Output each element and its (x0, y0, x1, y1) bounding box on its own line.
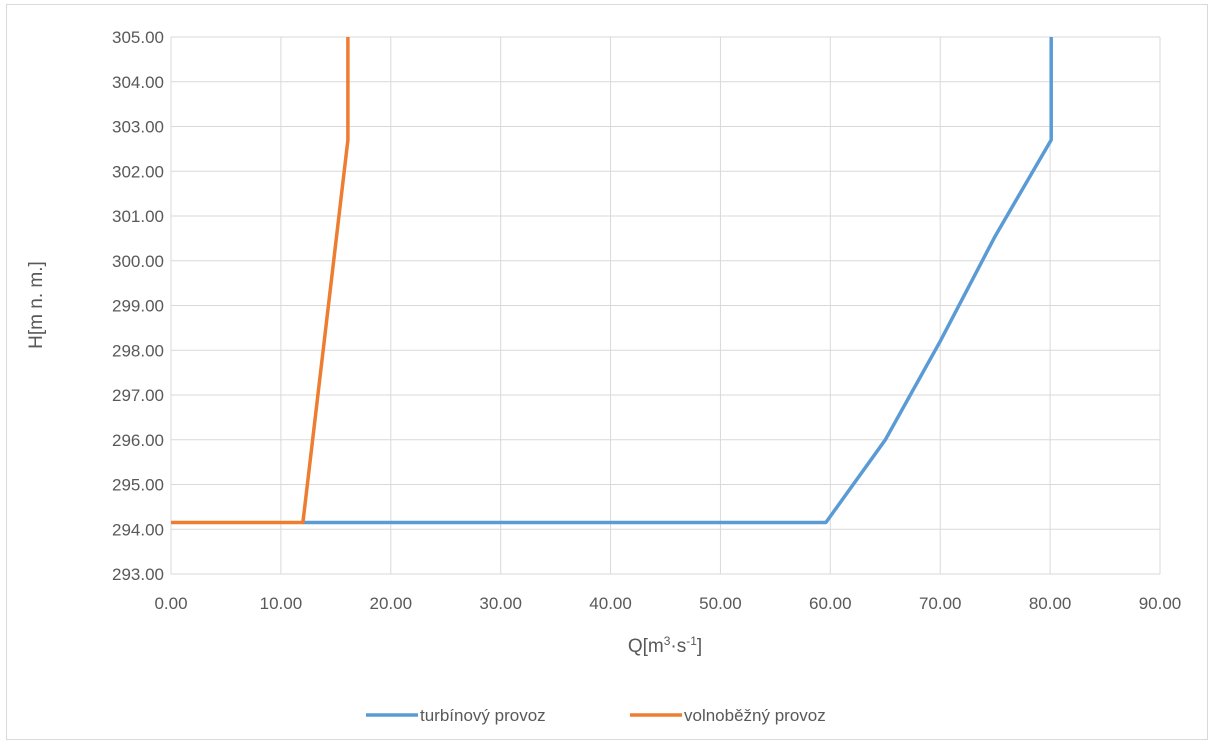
x-tick-label: 40.00 (589, 594, 632, 613)
y-tick-label: 302.00 (112, 162, 164, 181)
x-tick-label: 50.00 (699, 594, 742, 613)
x-tick-label: 20.00 (370, 594, 413, 613)
series-line-1 (171, 37, 350, 525)
x-tick-label: 0.00 (154, 594, 187, 613)
y-tick-label: 295.00 (112, 476, 164, 495)
y-tick-label: 299.00 (112, 297, 164, 316)
x-tick-label: 90.00 (1139, 594, 1182, 613)
x-axis-title: Q[m3·s-1] (628, 634, 702, 657)
legend-label-volnobezny: volnoběžný provoz (684, 706, 826, 725)
x-axis-title-base: Q[m (628, 636, 664, 657)
y-tick-label: 304.00 (112, 73, 164, 92)
x-axis-title-mid: ·s (670, 636, 686, 657)
y-tick-label: 293.00 (112, 565, 164, 584)
x-axis-title-end: ] (697, 636, 702, 657)
legend-label-turbinovy: turbínový provoz (420, 706, 546, 725)
x-tick-label: 60.00 (809, 594, 852, 613)
x-axis-title-sup2: -1 (686, 634, 697, 648)
series-lines (171, 37, 1053, 525)
y-tick-label: 300.00 (112, 252, 164, 271)
series-line-0 (302, 37, 1053, 525)
y-tick-label: 294.00 (112, 520, 164, 539)
x-axis-title-sup1: 3 (664, 634, 671, 648)
y-axis-title: H[m n. m.] (26, 261, 47, 349)
grid-lines (170, 36, 1161, 575)
y-tick-label: 305.00 (112, 28, 164, 47)
y-tick-label: 301.00 (112, 207, 164, 226)
y-tick-label: 296.00 (112, 431, 164, 450)
x-tick-label: 70.00 (919, 594, 962, 613)
y-tick-label: 297.00 (112, 386, 164, 405)
x-tick-label: 80.00 (1029, 594, 1072, 613)
legend: turbínový provoz volnoběžný provoz (366, 706, 826, 725)
x-tick-label: 30.00 (479, 594, 522, 613)
y-tick-labels: 293.00 294.00 295.00 296.00 297.00 298.00 299.… (112, 28, 164, 584)
x-tick-label: 10.00 (260, 594, 303, 613)
y-tick-label: 298.00 (112, 341, 164, 360)
y-tick-label: 303.00 (112, 118, 164, 137)
x-tick-labels: 0.00 10.00 20.00 30.00 40.00 50.00 60.00 70.00 8… (154, 594, 1181, 613)
